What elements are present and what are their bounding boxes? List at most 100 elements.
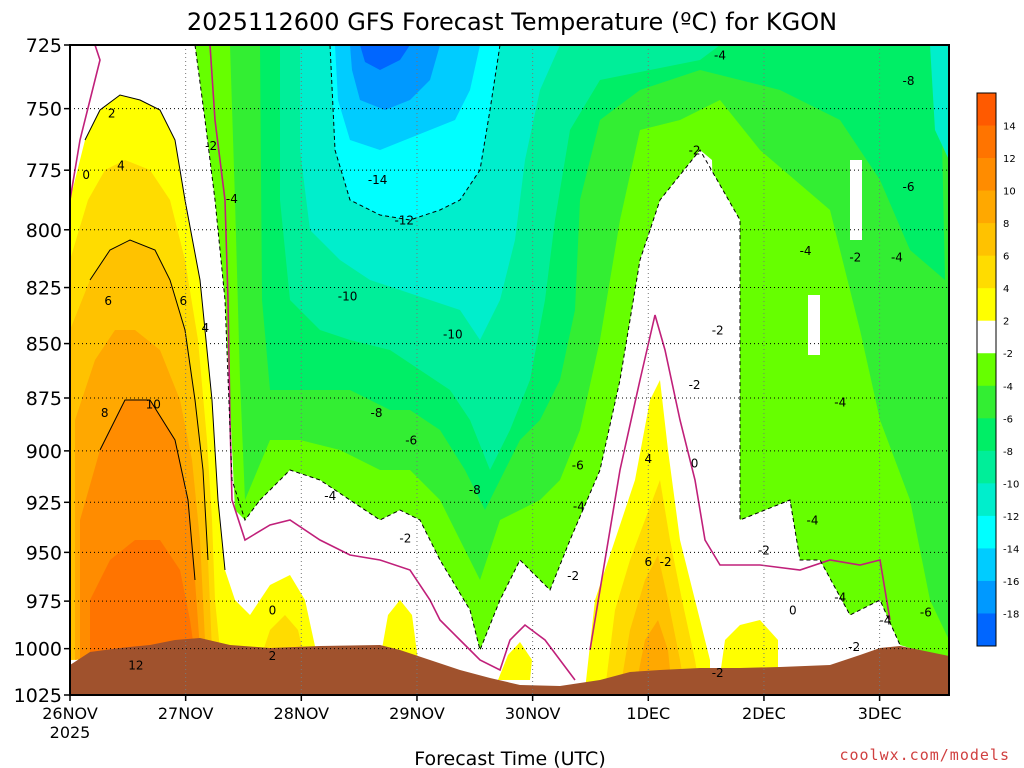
- credit-text: coolwx.com/models: [839, 746, 1010, 764]
- contour-label: -4: [226, 192, 238, 206]
- x-tick-label: 1DEC: [626, 704, 670, 723]
- colorbar-label: 8: [1003, 219, 1009, 230]
- contour-label: -2: [848, 640, 860, 654]
- contour-label: 10: [146, 397, 161, 411]
- colorbar-swatch: [977, 548, 996, 582]
- y-tick-label: 900: [26, 441, 62, 463]
- contour-label: 4: [117, 158, 125, 172]
- colorbar-label: -12: [1003, 512, 1019, 523]
- contour-label: 2: [269, 649, 277, 663]
- y-tick-label: 825: [26, 278, 62, 300]
- contour-label: -4: [807, 513, 819, 527]
- chart-title: 2025112600 GFS Forecast Temperature (ºC)…: [187, 8, 837, 36]
- contour-label: -10: [443, 328, 463, 342]
- grid: [70, 45, 949, 695]
- x-tick-label: 2DEC: [742, 704, 786, 723]
- contour-label: -10: [338, 290, 358, 304]
- colorbar-swatch: [977, 288, 996, 322]
- contour-label: 0: [82, 168, 90, 182]
- contour-label: 0: [789, 604, 797, 618]
- colorbar-frame: [976, 92, 997, 647]
- y-tick-label: 750: [26, 99, 62, 121]
- contour-plus10-line: [99, 399, 196, 581]
- y-tick-label: 775: [26, 160, 62, 182]
- colorbar-swatch: [977, 385, 996, 419]
- contour-label: -2: [712, 666, 724, 680]
- colorbar-swatch: [977, 613, 996, 647]
- warm-region-plus12: [90, 540, 195, 660]
- y-tick-label: 1025: [14, 685, 62, 707]
- contour-label: -8: [903, 74, 915, 88]
- x-axis: 26NOV 27NOV 28NOV 29NOV 30NOV 1DEC 2DEC 3DEC: [42, 695, 901, 723]
- colorbar-swatch: [977, 125, 996, 159]
- contour-label: 0: [269, 604, 277, 618]
- colorbar-label: 4: [1003, 284, 1009, 295]
- x-axis-year: 2025: [50, 723, 91, 742]
- x-axis-label: Forecast Time (UTC): [414, 748, 605, 768]
- contour-label: -2: [399, 531, 411, 545]
- colorbar-swatch: [977, 483, 996, 517]
- contour-plus2-line: [84, 94, 226, 571]
- contour-label: -4: [879, 613, 891, 627]
- cold-region-minus20: [360, 45, 410, 70]
- colorbar-swatch: [977, 580, 996, 614]
- colorbar-swatch: [977, 320, 996, 354]
- contour-label: -6: [920, 606, 932, 620]
- y-tick-label: 1000: [14, 639, 62, 661]
- x-tick-label: 28NOV: [274, 704, 330, 723]
- x-tick-label: 27NOV: [158, 704, 214, 723]
- contour-label: -4: [834, 590, 846, 604]
- contour-label: -4: [800, 244, 812, 258]
- contour-label: 2: [108, 107, 116, 121]
- colorbar-swatch: [977, 353, 996, 387]
- colorbar-label: -8: [1003, 447, 1013, 458]
- colorbar-swatch: [977, 515, 996, 549]
- warm-pocket-30nov: [498, 642, 532, 680]
- contour-label: -4: [324, 489, 336, 503]
- colorbar-label: -14: [1003, 544, 1019, 555]
- contour-label: -8: [469, 483, 481, 497]
- contour-label: -2: [205, 139, 217, 153]
- x-tick-label: 29NOV: [389, 704, 445, 723]
- colorbar-label: -2: [1003, 349, 1013, 360]
- colorbar-swatch: [977, 223, 996, 257]
- colorbar-swatch: [977, 255, 996, 289]
- colorbar-label: 10: [1003, 187, 1016, 198]
- contour-label: -6: [903, 180, 915, 194]
- x-tick-label: 3DEC: [858, 704, 902, 723]
- x-tick-label: 30NOV: [505, 704, 561, 723]
- colorbar-swatch: [977, 93, 996, 126]
- contour-label: 8: [101, 406, 109, 420]
- contour-label: 12: [128, 658, 143, 672]
- contour-label: -12: [394, 213, 414, 227]
- colorbar-label: -6: [1003, 414, 1013, 425]
- y-tick-label: 725: [26, 35, 62, 57]
- contour-label: -2: [660, 555, 672, 569]
- contour-label: 0: [691, 456, 699, 470]
- y-tick-label: 975: [26, 591, 62, 613]
- colorbar: 14 12 10 8 6 4 2 -2 -4 -6 -8 -10 -12 -14 -16 -18: [976, 92, 1019, 647]
- contour-label: -2: [712, 323, 724, 337]
- warm-region-1dec-plus6: [620, 555, 685, 690]
- contour-label: 6: [180, 294, 188, 308]
- contour-label: -4: [834, 395, 846, 409]
- plot-frame: [69, 44, 950, 696]
- y-tick-label: 800: [26, 220, 62, 242]
- white-pocket-1dec-b: [705, 285, 720, 365]
- y-tick-label: 875: [26, 388, 62, 410]
- colorbar-label: 12: [1003, 154, 1016, 165]
- contour-label: -8: [371, 406, 383, 420]
- contour-plus6-line: [89, 239, 209, 561]
- terrain: [70, 638, 949, 695]
- colorbar-label: -16: [1003, 577, 1019, 588]
- contour-label: -2: [567, 569, 579, 583]
- colorbar-label: -10: [1003, 479, 1019, 490]
- y-tick-label: 850: [26, 334, 62, 356]
- colorbar-swatch: [977, 190, 996, 224]
- colorbar-swatch: [977, 158, 996, 191]
- colorbar-label: -4: [1003, 382, 1013, 393]
- colorbar-swatch: [977, 450, 996, 484]
- contour-label: -2: [758, 543, 770, 557]
- white-pocket-1dec: [696, 150, 714, 345]
